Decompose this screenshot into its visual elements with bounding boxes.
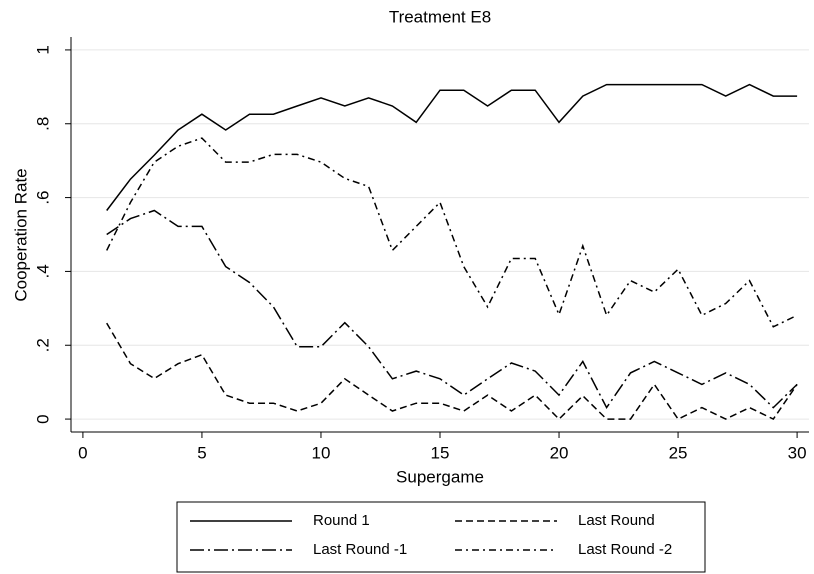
- x-tick-label: 10: [312, 443, 331, 462]
- x-tick-label: 5: [197, 443, 206, 462]
- legend-label: Last Round: [578, 512, 655, 529]
- series-line: [106, 83, 798, 211]
- x-axis-title: Supergame: [396, 467, 484, 486]
- y-tick-label: .8: [33, 117, 52, 131]
- series-line: [106, 209, 798, 410]
- y-tick-label: .2: [33, 338, 52, 352]
- series-line: [106, 322, 798, 421]
- legend-label: Last Round -1: [313, 541, 407, 558]
- x-tick-label: 15: [431, 443, 450, 462]
- legend-label: Last Round -2: [578, 541, 672, 558]
- y-axis-title: Cooperation Rate: [11, 168, 30, 301]
- y-tick-label: 0: [33, 414, 52, 423]
- y-tick-label: .6: [33, 190, 52, 204]
- x-tick-label: 25: [669, 443, 688, 462]
- x-tick-label: 30: [788, 443, 807, 462]
- chart-title: Treatment E8: [389, 7, 491, 26]
- legend-box: [176, 501, 706, 573]
- x-tick-label: 0: [78, 443, 87, 462]
- legend-label: Round 1: [313, 512, 370, 529]
- y-tick-label: 1: [33, 45, 52, 54]
- y-tick-label: .4: [33, 264, 52, 278]
- x-tick-label: 20: [550, 443, 569, 462]
- series-line: [106, 137, 798, 328]
